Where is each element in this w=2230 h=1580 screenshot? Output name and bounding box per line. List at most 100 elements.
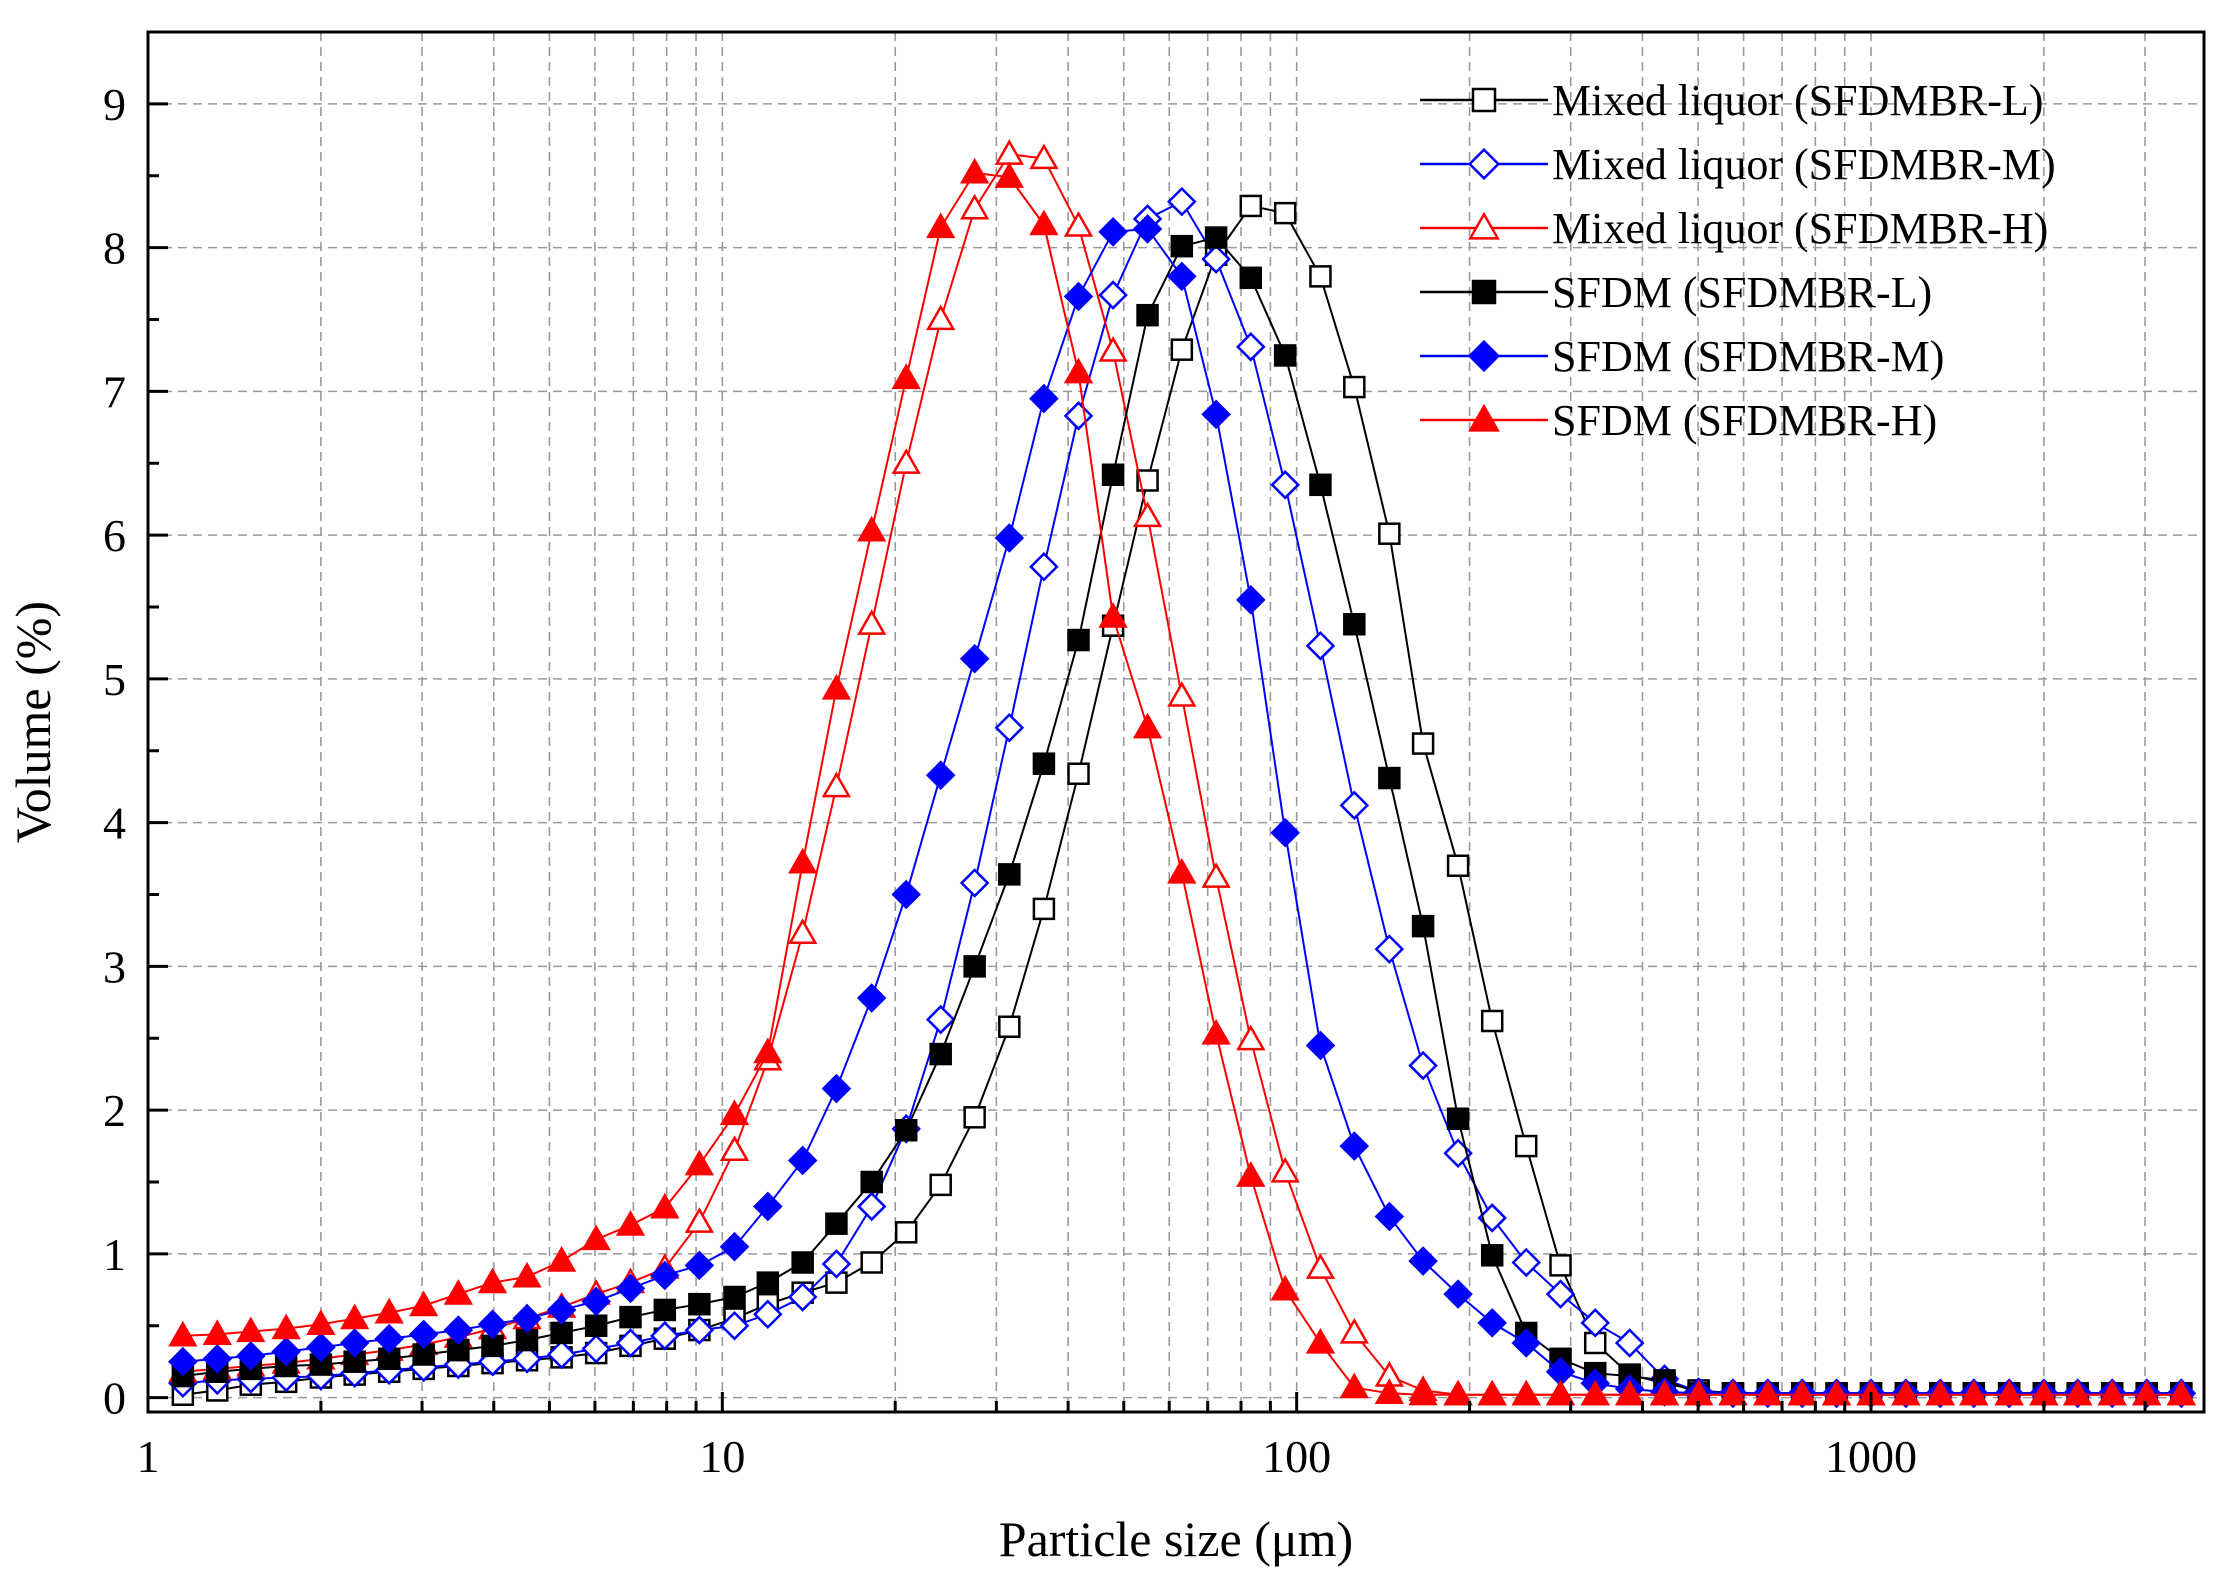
data-point	[1343, 613, 1366, 636]
data-point	[1167, 186, 1197, 217]
data-point	[821, 673, 852, 700]
data-point	[894, 1221, 918, 1244]
data-point	[1236, 1024, 1266, 1051]
data-point	[1309, 265, 1332, 288]
data-point	[1029, 143, 1059, 170]
legend: Mixed liquor (SFDMBR-L) Mixed liquor (SFD…	[1420, 76, 2056, 445]
data-point	[787, 1282, 818, 1312]
data-point	[546, 1339, 577, 1370]
data-point	[756, 1271, 780, 1294]
data-point	[1270, 817, 1300, 848]
data-point	[1063, 211, 1094, 237]
data-point	[1374, 934, 1405, 964]
data-point	[1201, 244, 1231, 274]
data-point	[1136, 303, 1159, 327]
data-point	[1098, 602, 1128, 628]
data-point	[791, 1251, 814, 1274]
y-tick-label: 6	[103, 510, 126, 561]
y-tick-label: 5	[103, 654, 126, 705]
data-point	[1511, 1247, 1541, 1278]
data-point	[788, 847, 818, 874]
data-point	[202, 1319, 232, 1345]
data-point	[688, 1292, 711, 1316]
data-point	[1615, 1379, 1645, 1406]
data-point	[271, 1313, 301, 1340]
y-tick-label: 8	[103, 223, 126, 274]
data-point	[1339, 1131, 1370, 1161]
data-point	[615, 1273, 646, 1304]
data-point	[753, 1037, 783, 1064]
data-point	[1580, 1379, 1610, 1406]
data-point	[1305, 1327, 1336, 1354]
data-point	[1132, 214, 1163, 244]
data-point	[650, 1260, 680, 1291]
data-point	[1305, 631, 1336, 661]
data-point	[546, 1246, 577, 1272]
data-point	[1374, 1378, 1405, 1404]
data-point	[926, 212, 956, 239]
data-point	[929, 1173, 952, 1197]
data-point	[1994, 1379, 2024, 1406]
data-point	[1101, 463, 1125, 486]
data-series	[168, 139, 2197, 1409]
data-point	[1270, 470, 1300, 500]
data-point	[860, 1170, 883, 1194]
legend-label: Mixed liquor (SFDMBR-L)	[1552, 76, 2043, 125]
data-point	[409, 1290, 439, 1317]
data-point	[1378, 766, 1401, 790]
data-point	[581, 1286, 611, 1317]
data-point	[994, 712, 1025, 743]
data-point	[787, 1145, 818, 1176]
data-point	[959, 643, 990, 674]
data-point	[1032, 897, 1056, 921]
data-point	[512, 1303, 542, 1334]
data-point	[821, 1073, 852, 1104]
data-point	[788, 918, 818, 944]
data-point	[615, 1328, 646, 1358]
data-point	[1067, 762, 1090, 785]
data-point	[926, 304, 956, 331]
data-point	[856, 1191, 887, 1222]
data-point	[1236, 332, 1266, 362]
data-point	[2166, 1379, 2196, 1406]
plot-frame	[146, 30, 2206, 1414]
data-point	[1098, 280, 1128, 310]
data-point	[1549, 1254, 1572, 1277]
data-point	[959, 868, 990, 898]
data-point	[1446, 1107, 1470, 1130]
data-point	[1545, 1379, 1576, 1406]
data-point	[615, 1210, 646, 1236]
y-axis-title: Volume (%)	[5, 601, 61, 843]
data-point	[1925, 1379, 1955, 1406]
data-point	[1545, 1279, 1576, 1309]
legend-label: SFDM (SFDMBR-M)	[1552, 332, 1944, 381]
data-point	[1029, 383, 1059, 414]
data-point	[929, 1042, 952, 1066]
y-tick-label: 2	[103, 1085, 126, 1136]
data-point	[860, 1251, 883, 1274]
data-point	[1514, 1134, 1538, 1158]
data-point	[719, 1310, 750, 1341]
data-point	[1443, 1279, 1473, 1309]
data-point	[443, 1279, 473, 1305]
data-point	[1374, 1201, 1405, 1232]
data-point	[1132, 712, 1163, 739]
data-point	[994, 523, 1025, 553]
data-point	[1136, 469, 1159, 492]
data-point	[1477, 1203, 1507, 1233]
data-point	[719, 1135, 750, 1161]
x-axis-title: Particle size (μm)	[999, 1511, 1353, 1567]
data-point	[550, 1321, 573, 1345]
data-point	[512, 1261, 542, 1288]
series-6	[168, 157, 2196, 1406]
data-point	[1959, 1379, 1989, 1406]
data-point	[684, 1315, 715, 1345]
data-point	[477, 1267, 508, 1294]
data-point	[1029, 209, 1059, 236]
data-point	[1273, 344, 1297, 367]
data-point	[963, 1106, 986, 1129]
data-point	[1787, 1379, 1817, 1406]
data-point	[1477, 1308, 1507, 1338]
